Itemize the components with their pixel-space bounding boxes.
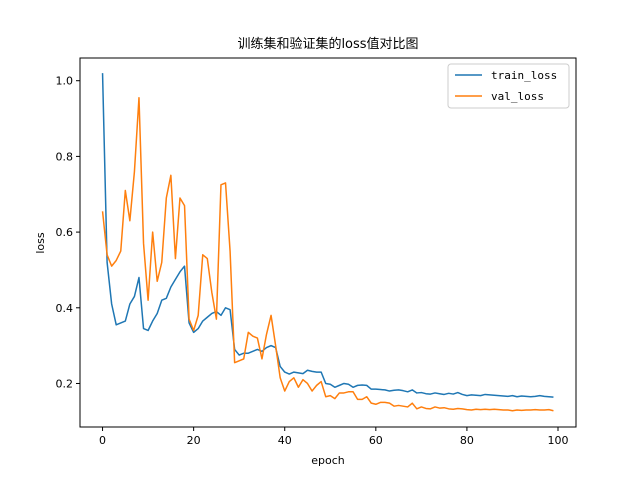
y-axis-label: loss (34, 232, 47, 254)
y-tick-label: 0.6 (56, 226, 74, 239)
y-tick-label: 0.4 (56, 302, 74, 315)
x-axis-ticks: 0 20 40 60 80 100 (99, 427, 569, 447)
y-axis-ticks: 0.2 0.4 0.6 0.8 1.0 (56, 75, 80, 390)
legend-label-train-loss: train_loss (491, 69, 557, 82)
x-tick-label: 100 (548, 434, 569, 447)
x-tick-label: 40 (278, 434, 292, 447)
y-tick-label: 0.8 (56, 150, 74, 163)
x-tick-label: 80 (460, 434, 474, 447)
series-line-train-loss (101, 73, 554, 398)
y-tick-label: 1.0 (56, 75, 74, 88)
plot-frame (79, 57, 577, 428)
series-line-val-loss (101, 96, 554, 412)
y-tick-label: 0.2 (56, 377, 74, 390)
legend: train_loss val_loss (447, 63, 570, 109)
x-tick-label: 20 (187, 434, 201, 447)
legend-label-val-loss: val_loss (491, 90, 544, 103)
x-axis-label: epoch (311, 454, 345, 467)
plot-lines (101, 73, 554, 412)
chart-title: 训练集和验证集的loss值对比图 (237, 36, 418, 52)
x-tick-label: 0 (99, 434, 106, 447)
x-tick-label: 60 (369, 434, 383, 447)
